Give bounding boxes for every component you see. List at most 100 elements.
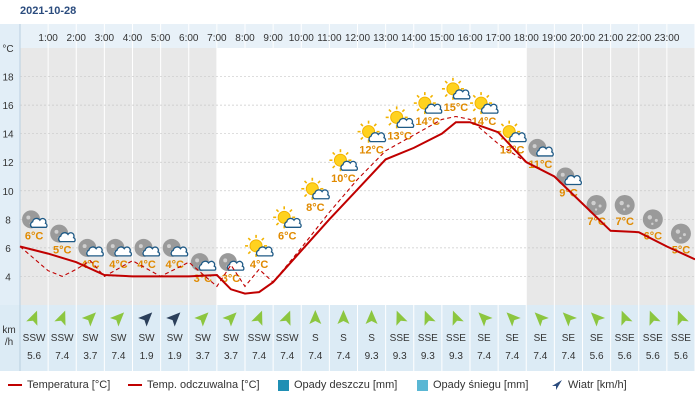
temp-label: 6°C <box>278 230 297 242</box>
y-tick-label: 6 <box>5 244 11 255</box>
wind-direction: SE <box>534 333 548 344</box>
legend-swatch-snow <box>417 379 428 391</box>
wind-direction: SE <box>562 333 576 344</box>
temp-label: 4°C <box>165 259 184 271</box>
wind-arrow-icon <box>54 310 66 326</box>
temp-label: 4°C <box>137 259 156 271</box>
wind-direction: S <box>312 333 319 344</box>
temp-label: 12°C <box>359 145 384 157</box>
forecast-chart: 1:00 2:00 3:00 4:00 5:00 6:00 7:00 8:00 9:00 10:0… <box>0 24 695 371</box>
hour-label: 12:00 <box>345 33 370 44</box>
wind-arrow-icon <box>81 312 96 327</box>
temp-label: 9°C <box>559 187 578 199</box>
legend-label-wind: Wiatr [km/h] <box>568 379 627 391</box>
wind-unit-label: km <box>2 325 15 336</box>
wind-direction: SW <box>139 333 156 344</box>
wind-arrow-icon <box>590 312 606 327</box>
temp-label: 11°C <box>528 159 552 171</box>
legend-label-rain: Opady deszczu [mm] <box>294 379 398 391</box>
hour-label: 7:00 <box>207 33 227 44</box>
hour-label: 17:00 <box>486 33 511 44</box>
wind-arrow-icon <box>194 312 209 327</box>
night-partly-cloudy-icon <box>556 167 582 186</box>
temp-label: 4°C <box>250 259 269 271</box>
wind-speed: 7.4 <box>561 351 575 362</box>
wind-arrow-icon <box>424 310 436 326</box>
hour-label: 8:00 <box>235 33 255 44</box>
temp-label: 7°C <box>587 216 606 228</box>
night-partly-cloudy-icon <box>162 238 189 257</box>
wind-direction: SE <box>506 333 520 344</box>
hour-label: 19:00 <box>542 33 567 44</box>
temp-label: 3°C <box>222 273 241 285</box>
legend-item-wind: Wiatr [km/h] <box>551 371 627 399</box>
wind-direction: SSE <box>390 333 410 344</box>
night-band <box>20 48 217 305</box>
hour-label: 21:00 <box>598 33 623 44</box>
moon-icon <box>614 195 635 216</box>
wind-arrow-icon <box>396 310 408 326</box>
hour-label: 5:00 <box>151 33 171 44</box>
wind-speed: 7.4 <box>252 351 266 362</box>
wind-unit-label: /h <box>5 337 13 348</box>
hour-label: 22:00 <box>626 33 651 44</box>
moon-icon <box>670 223 691 244</box>
night-partly-cloudy-icon <box>106 238 133 257</box>
wind-speed: 3.7 <box>224 351 238 362</box>
wind-direction: SSW <box>248 333 271 344</box>
wind-arrow-icon <box>166 312 181 327</box>
forecast-date: 2021-10-28 <box>20 5 77 17</box>
wind-speed: 7.4 <box>505 351 519 362</box>
wind-direction: SSW <box>276 333 299 344</box>
wind-speed: 7.4 <box>336 351 350 362</box>
sun-cloud-icon <box>329 149 358 172</box>
hour-label: 20:00 <box>570 33 595 44</box>
hour-label: 10:00 <box>289 33 314 44</box>
chart-legend: Temperatura [°C] Temp. odczuwalna [°C] O… <box>0 371 695 399</box>
wind-direction: SSW <box>23 333 46 344</box>
wind-direction: SE <box>590 333 604 344</box>
wind-arrow-icon <box>251 310 263 326</box>
moon-icon <box>586 195 607 216</box>
wind-arrow-icon <box>649 310 661 326</box>
moon-icon <box>642 209 663 230</box>
legend-item-rain: Opady deszczu [mm] <box>278 371 397 399</box>
wind-arrow-icon <box>26 310 38 326</box>
wind-arrow-icon <box>562 312 577 327</box>
wind-speed: 5.6 <box>646 351 660 362</box>
sun-cloud-icon <box>441 77 471 100</box>
legend-item-felt: Temp. odczuwalna [°C] <box>128 371 260 399</box>
wind-direction: SW <box>110 333 127 344</box>
legend-label-felt: Temp. odczuwalna [°C] <box>147 379 260 391</box>
wind-direction: SW <box>195 333 212 344</box>
legend-swatch-felt <box>128 384 142 386</box>
wind-speed: 3.7 <box>196 351 210 362</box>
hour-label: 18:00 <box>514 33 539 44</box>
y-tick-label: 10 <box>2 187 14 198</box>
sun-cloud-icon <box>357 120 387 143</box>
legend-label-temperature: Temperatura [°C] <box>27 379 111 391</box>
wind-speed: 9.3 <box>365 351 379 362</box>
y-unit-label: °C <box>2 44 13 55</box>
wind-direction: SSW <box>51 333 74 344</box>
hour-label: 23:00 <box>654 33 679 44</box>
wind-arrow-icon <box>478 312 493 327</box>
wind-arrow-icon <box>365 310 378 324</box>
wind-arrow-icon <box>309 310 322 324</box>
wind-speed: 5.6 <box>27 351 41 362</box>
legend-label-snow: Opady śniegu [mm] <box>433 379 529 391</box>
wind-arrow-icon <box>138 312 153 327</box>
sun-cloud-icon <box>470 92 499 115</box>
hour-label: 14:00 <box>401 33 426 44</box>
wind-direction: SSE <box>615 333 635 344</box>
wind-direction: S <box>340 333 347 344</box>
hour-label: 6:00 <box>179 33 199 44</box>
temp-label: 8°C <box>306 202 325 214</box>
wind-direction: S <box>368 333 375 344</box>
legend-item-temperature: Temperatura [°C] <box>8 371 110 399</box>
night-partly-cloudy-icon <box>22 210 48 229</box>
wind-direction: SSE <box>446 333 466 344</box>
y-tick-label: 8 <box>5 215 11 226</box>
hour-label: 15:00 <box>429 33 454 44</box>
wind-arrow-icon <box>452 310 464 326</box>
